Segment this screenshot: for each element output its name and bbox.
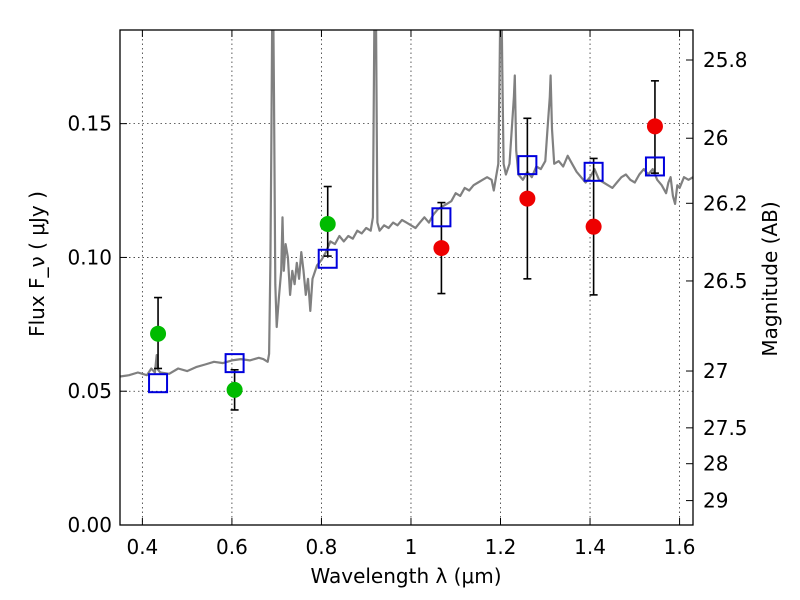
y-tick-label: 0.05 (67, 379, 112, 403)
marker-layer (148, 118, 665, 398)
plot-frame (119, 29, 694, 526)
grid (120, 30, 693, 525)
x-tick-label: 1.2 (485, 535, 517, 559)
y-axis-label: Flux F_ν ( μJy ) (25, 191, 49, 337)
mag-tick-label: 28 (703, 452, 728, 476)
mag-tick-label: 27 (703, 359, 728, 383)
x-axis-label: Wavelength λ (μm) (310, 564, 501, 588)
mag-tick-label: 26 (703, 126, 728, 150)
mag-tick-label: 26.2 (703, 191, 748, 215)
spectrum-line (120, 30, 693, 378)
x-tick-label: 1 (405, 535, 418, 559)
model-square-marker (317, 248, 338, 269)
x-tick-label: 1.4 (574, 535, 606, 559)
mag-tick-label: 29 (703, 489, 728, 513)
model-square-marker (644, 156, 665, 177)
model-square-marker (224, 353, 245, 374)
right-axis-label: Magnitude (AB) (758, 201, 782, 356)
green-data-point (150, 325, 167, 342)
red-data-point (585, 218, 602, 235)
model-square-marker (148, 373, 169, 394)
y-tick-label: 0.15 (67, 112, 112, 136)
model-square-marker (583, 161, 604, 182)
x-tick-label: 0.8 (306, 535, 338, 559)
red-data-point (646, 118, 663, 135)
y-tick-label: 0.10 (67, 245, 112, 269)
red-data-point (433, 240, 450, 257)
mag-tick-label: 27.5 (703, 416, 748, 440)
green-data-point (319, 215, 336, 232)
tick-layer: 0.4 0.6 0.8 1 1.2 1.4 1.6 0.00 0.05 0.10 0.15 25.8 2… (67, 30, 748, 559)
spectrum-layer (120, 30, 693, 378)
axis-labels: Wavelength λ (μm) Flux F_ν ( μJy ) Magni… (25, 191, 782, 588)
green-data-point (226, 381, 243, 398)
x-tick-label: 0.4 (126, 535, 158, 559)
x-tick-label: 1.6 (664, 535, 696, 559)
model-square-marker (431, 207, 452, 228)
mag-tick-label: 25.8 (703, 48, 748, 72)
mag-tick-label: 26.5 (703, 269, 748, 293)
y-tick-label: 0.00 (67, 513, 112, 537)
x-tick-label: 0.6 (216, 535, 248, 559)
red-data-point (519, 190, 536, 207)
model-square-marker (517, 155, 538, 176)
